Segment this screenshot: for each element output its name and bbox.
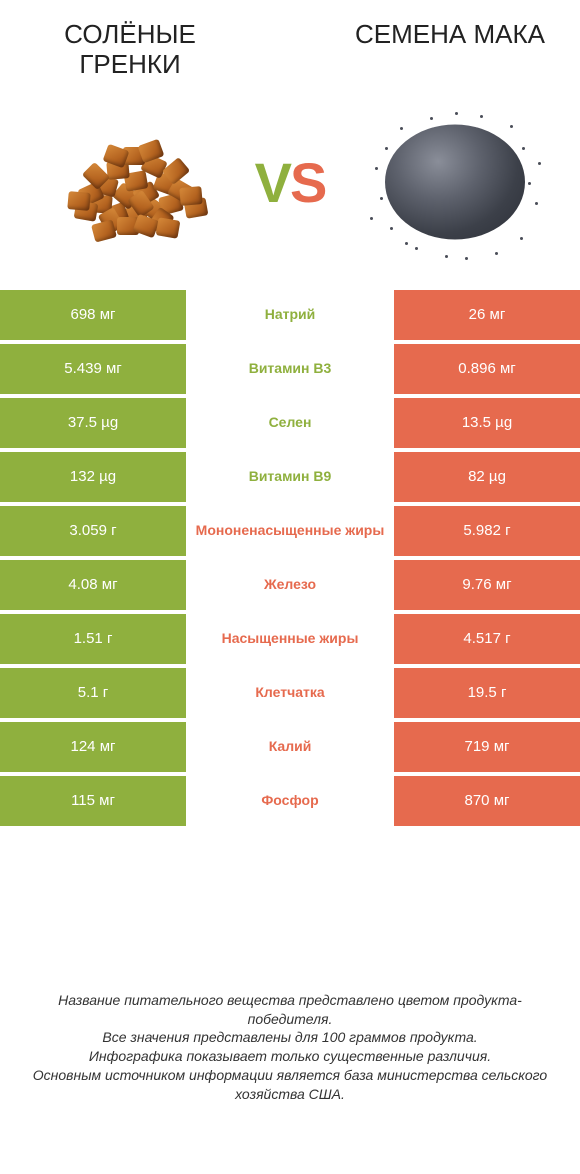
hero-row: VS (0, 90, 580, 290)
right-title: СЕМЕНА МАКА (350, 20, 550, 80)
right-value-cell: 9.76 мг (394, 560, 580, 610)
table-row: 124 мгКалий719 мг (0, 722, 580, 776)
nutrient-label: Насыщенные жиры (186, 614, 394, 664)
table-row: 4.08 мгЖелезо9.76 мг (0, 560, 580, 614)
left-value-cell: 5.1 г (0, 668, 186, 718)
right-food-image (360, 102, 550, 262)
footer-notes: Название питательного вещества представл… (0, 991, 580, 1104)
table-row: 132 µgВитамин B982 µg (0, 452, 580, 506)
table-row: 1.51 гНасыщенные жиры4.517 г (0, 614, 580, 668)
comparison-table: 698 мгНатрий26 мг5.439 мгВитамин B30.896… (0, 290, 580, 830)
nutrient-label: Мононенасыщенные жиры (186, 506, 394, 556)
footer-line: Инфографика показывает только существенн… (20, 1047, 560, 1066)
vs-label: VS (255, 150, 326, 215)
table-row: 5.1 гКлетчатка19.5 г (0, 668, 580, 722)
vs-v: V (255, 151, 290, 214)
left-food-image (30, 102, 220, 262)
right-value-cell: 26 мг (394, 290, 580, 340)
nutrient-label: Натрий (186, 290, 394, 340)
right-value-cell: 19.5 г (394, 668, 580, 718)
table-row: 37.5 µgСелен13.5 µg (0, 398, 580, 452)
left-value-cell: 37.5 µg (0, 398, 186, 448)
nutrient-label: Калий (186, 722, 394, 772)
right-value-cell: 4.517 г (394, 614, 580, 664)
nutrient-label: Витамин B3 (186, 344, 394, 394)
table-row: 3.059 гМононенасыщенные жиры5.982 г (0, 506, 580, 560)
right-value-cell: 5.982 г (394, 506, 580, 556)
left-value-cell: 5.439 мг (0, 344, 186, 394)
footer-line: Название питательного вещества представл… (20, 991, 560, 1029)
right-value-cell: 719 мг (394, 722, 580, 772)
table-row: 5.439 мгВитамин B30.896 мг (0, 344, 580, 398)
footer-line: Все значения представлены для 100 граммо… (20, 1028, 560, 1047)
left-value-cell: 4.08 мг (0, 560, 186, 610)
nutrient-label: Фосфор (186, 776, 394, 826)
footer-line: Основным источником информации является … (20, 1066, 560, 1104)
left-value-cell: 132 µg (0, 452, 186, 502)
right-value-cell: 13.5 µg (394, 398, 580, 448)
titles-row: СОЛЁНЫЕ ГРЕНКИ СЕМЕНА МАКА (0, 0, 580, 90)
left-value-cell: 698 мг (0, 290, 186, 340)
left-value-cell: 1.51 г (0, 614, 186, 664)
left-value-cell: 124 мг (0, 722, 186, 772)
right-value-cell: 870 мг (394, 776, 580, 826)
nutrient-label: Селен (186, 398, 394, 448)
table-row: 115 мгФосфор870 мг (0, 776, 580, 830)
left-title: СОЛЁНЫЕ ГРЕНКИ (30, 20, 230, 80)
nutrient-label: Клетчатка (186, 668, 394, 718)
table-row: 698 мгНатрий26 мг (0, 290, 580, 344)
right-value-cell: 82 µg (394, 452, 580, 502)
right-value-cell: 0.896 мг (394, 344, 580, 394)
nutrient-label: Железо (186, 560, 394, 610)
left-value-cell: 115 мг (0, 776, 186, 826)
nutrient-label: Витамин B9 (186, 452, 394, 502)
left-value-cell: 3.059 г (0, 506, 186, 556)
vs-s: S (290, 151, 325, 214)
